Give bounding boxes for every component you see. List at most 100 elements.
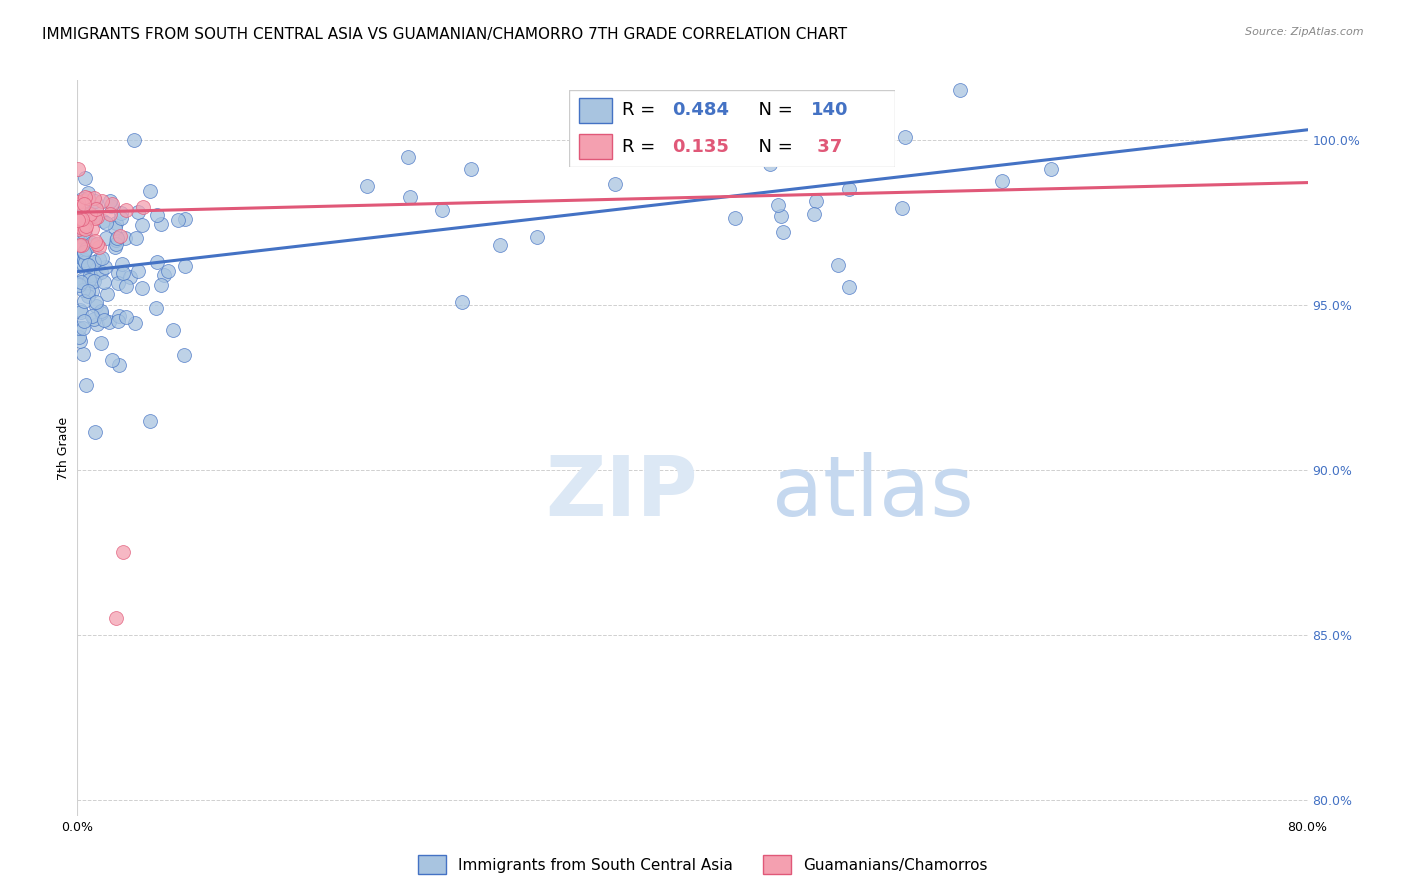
Point <box>75 227 97 242</box>
Point <box>70 198 93 212</box>
Point <box>104 611 127 625</box>
Point <box>67 218 90 232</box>
Point <box>80 222 103 236</box>
Legend: Immigrants from South Central Asia, Guamanians/Chamorros: Immigrants from South Central Asia, Guam… <box>412 849 994 880</box>
Point <box>104 237 127 252</box>
Point <box>125 230 148 244</box>
Point <box>72 284 94 298</box>
Point <box>77 285 100 299</box>
Point <box>72 272 94 286</box>
Point <box>70 250 93 264</box>
Point <box>67 321 90 335</box>
Point <box>803 207 825 221</box>
Point <box>83 255 105 269</box>
Point <box>460 162 482 177</box>
Point <box>105 230 128 244</box>
Point <box>82 237 104 252</box>
Point <box>77 211 100 225</box>
Point <box>70 192 93 206</box>
Point <box>67 330 90 344</box>
Point <box>72 197 94 211</box>
Point <box>83 211 105 226</box>
Point <box>108 229 131 244</box>
Point <box>91 252 114 266</box>
Point <box>70 221 93 235</box>
Point <box>724 211 747 225</box>
Point <box>430 202 453 217</box>
Point <box>77 186 100 200</box>
Point <box>145 301 167 315</box>
Point <box>827 258 849 272</box>
Point <box>766 197 789 211</box>
Point <box>84 268 107 283</box>
Point <box>67 194 90 209</box>
Point <box>89 252 111 267</box>
Point <box>73 252 96 267</box>
Point <box>101 197 124 211</box>
Point <box>91 214 114 228</box>
Point <box>86 317 108 331</box>
Point <box>759 157 782 171</box>
Point <box>75 170 97 185</box>
Point <box>72 257 94 271</box>
Point <box>105 216 128 230</box>
Point <box>107 314 129 328</box>
Point <box>162 323 184 337</box>
Point <box>173 348 195 362</box>
Point <box>127 264 149 278</box>
Point <box>153 268 176 283</box>
Point <box>83 311 105 326</box>
Point <box>356 179 378 194</box>
Point <box>84 201 107 215</box>
Point <box>174 259 197 273</box>
Point <box>73 244 96 259</box>
Point <box>72 347 94 361</box>
Point <box>75 242 97 256</box>
Point <box>84 425 107 440</box>
Point <box>76 258 98 272</box>
Point <box>120 269 142 284</box>
Point <box>108 358 131 372</box>
Point <box>90 335 112 350</box>
Text: Source: ZipAtlas.com: Source: ZipAtlas.com <box>1246 27 1364 37</box>
Point <box>139 414 162 428</box>
Point <box>101 352 124 367</box>
Point <box>72 194 94 209</box>
Point <box>84 299 107 313</box>
Point <box>83 191 105 205</box>
Point <box>70 276 93 290</box>
Point <box>894 129 917 144</box>
Point <box>174 212 197 227</box>
Point <box>124 133 146 147</box>
Point <box>72 321 94 335</box>
Point <box>75 377 97 392</box>
Point <box>77 211 100 225</box>
Point <box>79 273 101 287</box>
Point <box>73 218 96 232</box>
Point <box>806 194 828 208</box>
Point <box>83 274 105 288</box>
Point <box>69 303 91 318</box>
Point <box>72 246 94 260</box>
Point <box>67 225 90 239</box>
Point <box>115 310 138 324</box>
Point <box>96 287 118 301</box>
Point <box>67 277 90 291</box>
Point <box>67 222 90 236</box>
Point <box>69 212 91 227</box>
Point <box>93 260 115 274</box>
Point <box>93 276 115 290</box>
Point <box>73 314 96 328</box>
Point <box>70 217 93 231</box>
Point <box>69 238 91 252</box>
Point <box>73 227 96 241</box>
Point <box>124 316 146 330</box>
Point <box>875 110 897 124</box>
Point <box>891 201 914 215</box>
Point <box>488 238 510 252</box>
Point <box>75 190 97 204</box>
Point <box>399 190 422 204</box>
Point <box>67 212 90 227</box>
Point <box>110 211 132 225</box>
Text: atlas: atlas <box>772 452 974 533</box>
